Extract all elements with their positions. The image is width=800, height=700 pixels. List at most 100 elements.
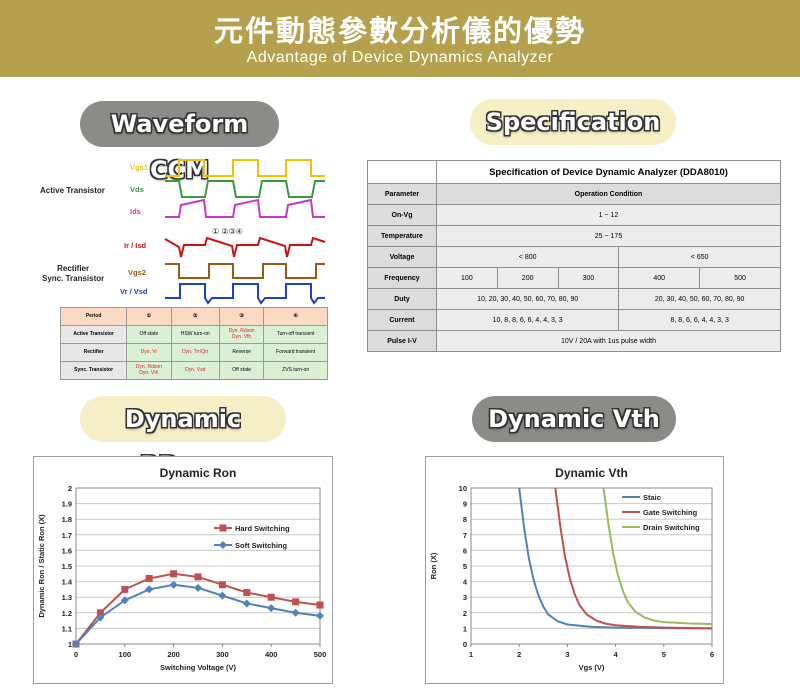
data-point (145, 585, 154, 594)
spec-value: 8, 8, 6, 6, 4, 4, 3, 3 (618, 309, 781, 331)
series-line (554, 487, 713, 630)
data-point (218, 581, 226, 589)
x-axis-label: Switching Voltage (V) (160, 663, 237, 672)
period-th: ② (170, 307, 220, 326)
y-tick-label: 1.6 (62, 546, 72, 555)
period-th: Period (59, 307, 128, 326)
period-cell: Forward transient (263, 343, 328, 362)
trace-vgs1 (165, 159, 325, 177)
chart-title: Dynamic Vth (555, 466, 628, 480)
specification-table: Specification of Device Dynamic Analyzer… (367, 160, 781, 352)
legend-label: Drain Switching (643, 523, 700, 532)
data-point (267, 593, 275, 601)
spec-freq: 500 (699, 267, 781, 289)
signal-label-vr-vsd: Vr / Vsd (120, 287, 148, 296)
period-row-head: Rectifier (59, 343, 128, 362)
y-tick-label: 6 (463, 546, 467, 555)
legend-label: Gate Switching (643, 508, 698, 517)
period-cell: Dyn. Rdson Dyn. Vth (126, 361, 172, 380)
legend-marker (219, 524, 227, 532)
y-tick-label: 2 (463, 609, 467, 618)
banner-subtitle: Advantage of Device Dynamics Analyzer (246, 49, 554, 66)
period-th: ① (126, 307, 172, 326)
legend-marker (219, 541, 227, 549)
y-tick-label: 1.4 (62, 578, 73, 587)
label-active-transistor: Active Transistor (40, 186, 105, 195)
chart-dynamic-ron: Dynamic Ron 1 1.1 1.2 1.3 1.4 1.5 1.6 1.7 1.8 1.9 2… (37, 466, 327, 672)
period-cell: Reverse (218, 343, 265, 362)
spec-value: < 650 (618, 246, 781, 268)
period-markers: ① ②③④ (212, 227, 243, 236)
y-tick-label: 1.5 (62, 562, 72, 571)
x-tick-label: 6 (710, 650, 714, 659)
section-pill-waveform: Waveform CCM (80, 101, 279, 184)
series-line (518, 487, 713, 630)
x-axis-label: Vgs (V) (579, 663, 605, 672)
spec-row-name: Current (367, 309, 437, 331)
y-tick-label: 1.9 (62, 500, 72, 509)
y-tick-label: 10 (459, 484, 467, 493)
x-tick-label: 2 (517, 650, 521, 659)
plot-area (470, 487, 713, 645)
spec-value: < 800 (435, 246, 620, 268)
period-cell: Off state (126, 325, 172, 344)
plot-area (75, 487, 321, 645)
spec-row-name: Temperature (367, 225, 437, 247)
y-tick-label: 1.2 (62, 609, 72, 618)
signal-label-ir-isd: Ir / Isd (124, 241, 147, 250)
spec-freq: 100 (436, 267, 498, 289)
trace-vds (165, 180, 325, 198)
y-tick-label: 1 (68, 640, 72, 649)
x-tick-label: 400 (265, 650, 278, 659)
spec-freq: 200 (496, 267, 559, 289)
legend-label: Staic (643, 493, 661, 502)
spec-freq: 300 (557, 267, 620, 289)
y-tick-label: 2 (68, 484, 72, 493)
x-tick-label: 100 (119, 650, 132, 659)
data-point (194, 583, 202, 592)
signal-label-ids: Ids (130, 207, 141, 216)
data-point (243, 589, 251, 597)
section-pill-vth: Dynamic Vth (472, 396, 676, 442)
y-tick-label: 7 (463, 531, 467, 540)
x-tick-label: 300 (216, 650, 229, 659)
spec-value: 10, 20, 30, 40, 50, 60, 70, 80, 90 (435, 288, 620, 310)
x-tick-label: 1 (469, 650, 473, 659)
chart-dynamic-ron-frame: Dynamic Ron 1 1.1 1.2 1.3 1.4 1.5 1.6 1.7 1.8 1.9 2… (33, 456, 333, 684)
data-point (96, 609, 104, 617)
y-tick-label: 8 (463, 515, 467, 524)
data-point (316, 601, 324, 609)
period-cell: ZVS turn-on (263, 361, 328, 380)
x-tick-label: 5 (662, 650, 666, 659)
y-tick-label: 3 (463, 593, 467, 602)
trace-vgs2 (165, 263, 325, 279)
signal-label-vgs2: Vgs2 (128, 268, 146, 277)
spec-row-name: On-Vg (367, 204, 437, 226)
y-tick-label: 5 (463, 562, 467, 571)
data-point (242, 599, 251, 608)
x-tick-label: 3 (565, 650, 569, 659)
y-tick-label: 1 (463, 624, 467, 633)
data-point (267, 604, 276, 613)
spec-value: 25 ~ 175 (436, 225, 781, 247)
spec-title: Specification of Device Dynamic Analyzer… (436, 160, 781, 184)
y-axis-label: Ron (X) (429, 552, 438, 579)
chart-dynamic-vth-frame: Dynamic Vth 0 1 2 3 4 5 6 7 8 9 10 1 2 3 4 5 6 Vgs (V) Ron … (425, 456, 724, 684)
spec-row-name: Frequency (367, 267, 437, 289)
spec-row-name: Duty (367, 288, 437, 310)
data-point (291, 608, 300, 617)
x-tick-label: 0 (74, 650, 78, 659)
y-tick-label: 1.3 (62, 593, 72, 602)
data-point (292, 598, 300, 606)
period-cell: Off state (218, 361, 265, 380)
data-point (96, 613, 105, 622)
x-tick-label: 500 (314, 650, 327, 659)
period-row-head: Sync. Transistor (59, 361, 128, 380)
trace-ids (165, 198, 325, 218)
period-row-head: Active Transistor (59, 325, 128, 344)
period-cell: HSW turn-on (170, 325, 220, 344)
trace-vr-vsd (165, 283, 325, 305)
legend-label: Hard Switching (235, 524, 290, 533)
spec-row-name: Parameter (367, 183, 437, 205)
